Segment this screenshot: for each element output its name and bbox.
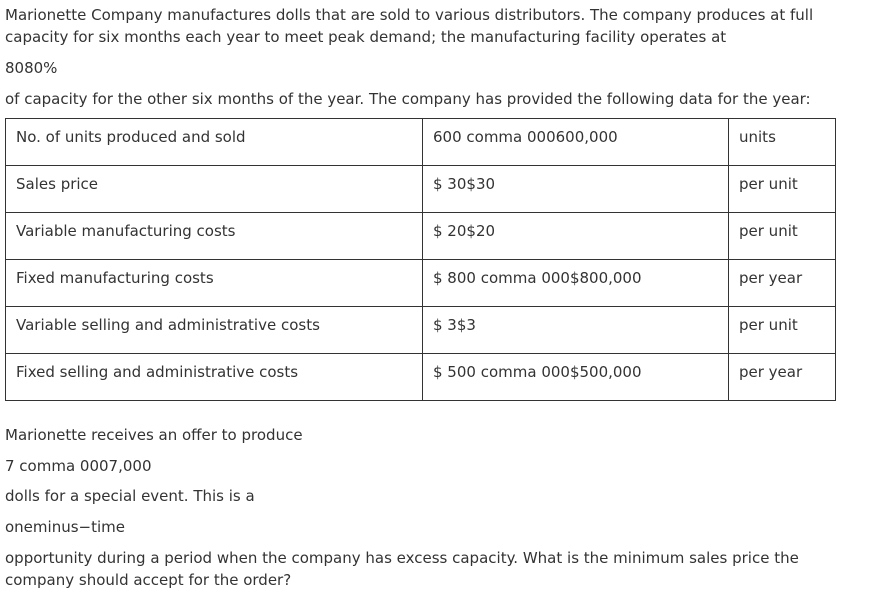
table-cell: Variable manufacturing costs: [5, 212, 423, 260]
table-cell: units: [728, 118, 836, 166]
table-cell: Sales price: [5, 165, 423, 213]
table-cell: Fixed manufacturing costs: [5, 259, 423, 307]
table-cell: per unit: [728, 165, 836, 213]
table-cell: $ 3$3: [422, 306, 729, 354]
table-cell: $ 30$30: [422, 165, 729, 213]
table-cell: per unit: [728, 306, 836, 354]
paragraph: of capacity for the other six months of …: [5, 90, 811, 108]
paragraph: 8080%: [5, 59, 58, 77]
table-cell: No. of units produced and sold: [5, 118, 423, 166]
paragraph: oneminus−time: [5, 518, 125, 536]
table-cell: $ 800 comma 000$800,000: [422, 259, 729, 307]
table-cell: per year: [728, 353, 836, 401]
table-row: Fixed selling and administrative costs $ …: [5, 353, 836, 401]
table-cell: per year: [728, 259, 836, 307]
table-cell: $ 20$20: [422, 212, 729, 260]
paragraph: opportunity during a period when the com…: [5, 549, 799, 589]
table-row: Variable manufacturing costs $ 20$20 per u…: [5, 212, 836, 260]
table-row: Variable selling and administrative cost…: [5, 306, 836, 354]
table-row: Fixed manufacturing costs $ 800 comma 000…: [5, 259, 836, 307]
table-cell: Fixed selling and administrative costs: [5, 353, 423, 401]
table-row: No. of units produced and sold 600 comma …: [5, 118, 836, 166]
paragraph: 7 comma 0007,000: [5, 457, 152, 475]
paragraph: Marionette Company manufactures dolls th…: [5, 6, 814, 46]
table-row: Sales price $ 30$30 per unit: [5, 165, 836, 213]
table-cell: $ 500 comma 000$500,000: [422, 353, 729, 401]
paragraph: dolls for a special event. This is a: [5, 487, 255, 505]
data-table: No. of units produced and sold 600 comma …: [5, 118, 836, 401]
table-cell: per unit: [728, 212, 836, 260]
table-cell: Variable selling and administrative cost…: [5, 306, 423, 354]
table-cell: 600 comma 000600,000: [422, 118, 729, 166]
paragraph: Marionette receives an offer to produce: [5, 426, 303, 444]
